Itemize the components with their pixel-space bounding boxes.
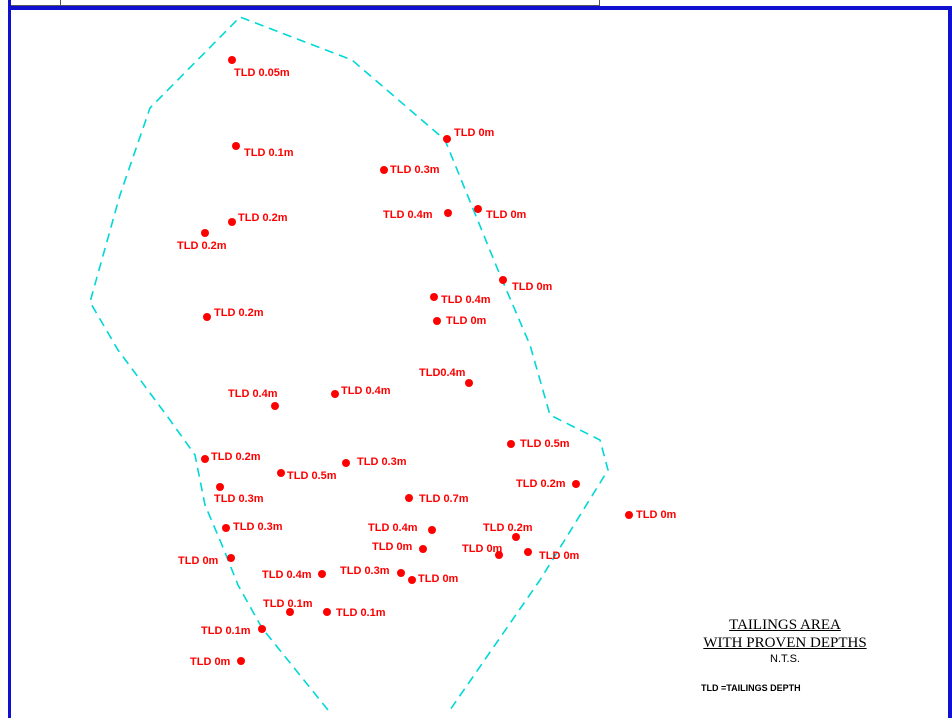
map-title: TAILINGS AREA	[729, 617, 841, 633]
sample-point	[277, 469, 285, 477]
scale-note: N.T.S.	[770, 653, 800, 665]
point-label: TLD 0.1m	[336, 607, 386, 619]
frame-right-border	[948, 6, 952, 718]
point-label: TLD 0m	[486, 209, 527, 221]
point-label: TLD 0m	[446, 315, 487, 327]
sample-point	[216, 483, 224, 491]
point-label: TLD 0.1m	[263, 598, 313, 610]
sample-point	[419, 545, 427, 553]
sample-point	[203, 313, 211, 321]
sample-point	[232, 142, 240, 150]
point-label: TLD 0.2m	[483, 522, 533, 534]
point-label: TLD 0.2m	[238, 212, 288, 224]
point-label: TLD 0.4m	[383, 209, 433, 221]
point-label: TLD 0.4m	[228, 388, 278, 400]
point-label: TLD 0.5m	[287, 470, 337, 482]
top-toolbar-cell	[60, 0, 600, 6]
sample-point	[237, 657, 245, 665]
point-label: TLD 0.5m	[520, 438, 570, 450]
point-label: TLD 0m	[418, 573, 459, 585]
point-label: TLD 0.3m	[233, 521, 283, 533]
sample-point	[428, 526, 436, 534]
point-label: TLD 0.4m	[441, 294, 491, 306]
sample-point	[433, 317, 441, 325]
point-label: TLD 0.2m	[177, 240, 227, 252]
sample-point	[286, 608, 294, 616]
frame-left-border	[0, 0, 11, 718]
point-label: TLD 0m	[454, 127, 495, 139]
sample-point	[444, 209, 452, 217]
map-subtitle: WITH PROVEN DEPTHS	[703, 635, 867, 651]
point-label: TLD 0.1m	[201, 625, 251, 637]
point-label: TLD 0m	[372, 541, 413, 553]
point-label: TLD 0.2m	[211, 451, 261, 463]
point-label: TLD0.4m	[419, 367, 466, 379]
sample-point	[507, 440, 515, 448]
sample-point	[397, 569, 405, 577]
sample-point	[201, 455, 209, 463]
sample-point	[331, 390, 339, 398]
tailings-boundary	[89, 16, 609, 711]
sample-point	[524, 548, 532, 556]
sample-point	[227, 554, 235, 562]
point-label: TLD 0.3m	[340, 565, 390, 577]
point-label: TLD 0.2m	[516, 478, 566, 490]
point-label: TLD 0m	[512, 281, 553, 293]
sample-point	[222, 524, 230, 532]
point-label: TLD 0.4m	[341, 385, 391, 397]
sample-point	[258, 625, 266, 633]
legend-note: TLD =TAILINGS DEPTH	[701, 683, 801, 693]
frame-top-border	[0, 6, 952, 10]
sample-point	[201, 229, 209, 237]
point-label: TLD 0.7m	[419, 493, 469, 505]
point-label: TLD 0.2m	[214, 307, 264, 319]
point-label: TLD 0.05m	[234, 67, 290, 79]
sample-point	[465, 379, 473, 387]
point-label: TLD 0.4m	[368, 522, 418, 534]
point-label: TLD 0.3m	[357, 456, 407, 468]
point-label: TLD 0m	[462, 543, 503, 555]
sample-point	[318, 570, 326, 578]
sample-point	[342, 459, 350, 467]
sample-point	[271, 402, 279, 410]
top-toolbar-strip	[0, 0, 600, 6]
sample-point	[408, 576, 416, 584]
title-block: TAILINGS AREA WITH PROVEN DEPTHS N.T.S.	[684, 616, 886, 665]
sample-point	[474, 205, 482, 213]
sample-point	[430, 293, 438, 301]
sample-point	[625, 511, 633, 519]
sample-point	[499, 276, 507, 284]
point-label: TLD 0.4m	[262, 569, 312, 581]
point-label: TLD 0m	[190, 656, 231, 668]
point-label: TLD 0m	[636, 509, 677, 521]
sample-point	[228, 56, 236, 64]
sample-point	[572, 480, 580, 488]
sample-point	[323, 608, 331, 616]
sample-point	[228, 218, 236, 226]
sample-point	[512, 533, 520, 541]
point-label: TLD 0.1m	[244, 147, 294, 159]
point-label: TLD 0.3m	[214, 493, 264, 505]
point-label: TLD 0m	[178, 555, 219, 567]
sample-point	[443, 135, 451, 143]
point-label: TLD 0.3m	[390, 164, 440, 176]
sample-points: TLD 0.05m TLD 0.1m TLD 0.2m TLD 0.2m TLD…	[177, 56, 677, 668]
sample-point	[380, 166, 388, 174]
sample-point	[495, 551, 503, 559]
sample-point	[405, 494, 413, 502]
point-label: TLD 0m	[539, 550, 580, 562]
